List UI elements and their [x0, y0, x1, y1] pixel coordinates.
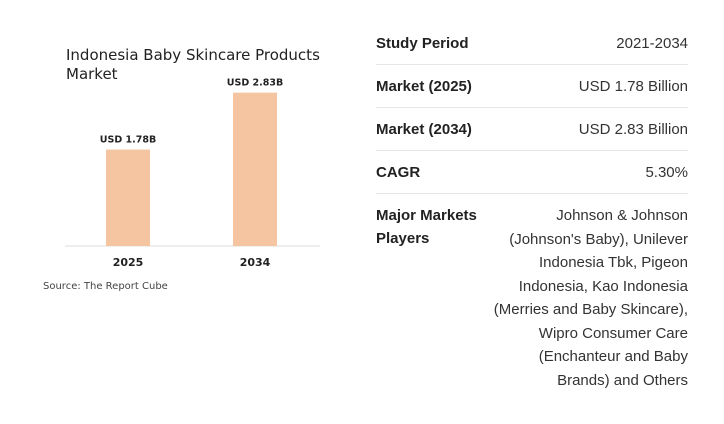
study-period-value: 2021-2034 [616, 34, 688, 52]
data-label-2034: USD 2.83B [227, 78, 283, 89]
market-2025-label: Market (2025) [376, 77, 472, 95]
x-tick-2025: 2025 [113, 256, 144, 269]
study-period-row: Study Period 2021-2034 [376, 22, 688, 65]
market-2034-label: Market (2034) [376, 120, 472, 138]
market-2034-row: Market (2034) USD 2.83 Billion [376, 108, 688, 151]
study-period-label: Study Period [376, 34, 469, 52]
major-players-row: Major Markets Players Johnson & Johnson … [376, 194, 688, 392]
chart-source: Source: The Report Cube [43, 281, 168, 292]
cagr-label: CAGR [376, 163, 421, 181]
cagr-row: CAGR 5.30% [376, 151, 688, 194]
market-2025-value: USD 1.78 Billion [578, 77, 688, 95]
market-2034-value: USD 2.83 Billion [578, 120, 688, 138]
market-facts-table: Study Period 2021-2034 Market (2025) USD… [376, 22, 688, 392]
major-players-label: Major Markets Players [376, 207, 477, 247]
chart-panel: Indonesia Baby Skincare Products Market … [30, 38, 330, 298]
data-label-2025: USD 1.78B [100, 135, 156, 146]
chart-title: Indonesia Baby Skincare Products Market [66, 46, 320, 83]
x-tick-2034: 2034 [240, 256, 271, 269]
cagr-value: 5.30% [645, 163, 688, 181]
bar-2034 [233, 92, 277, 246]
bar-chart: USD 1.78B 2025 USD 2.83B 2034 [65, 78, 320, 269]
bar-2025 [106, 149, 150, 246]
major-players-value: Johnson & Johnson (Johnson's Baby), Unil… [493, 207, 688, 389]
market-2025-row: Market (2025) USD 1.78 Billion [376, 65, 688, 108]
